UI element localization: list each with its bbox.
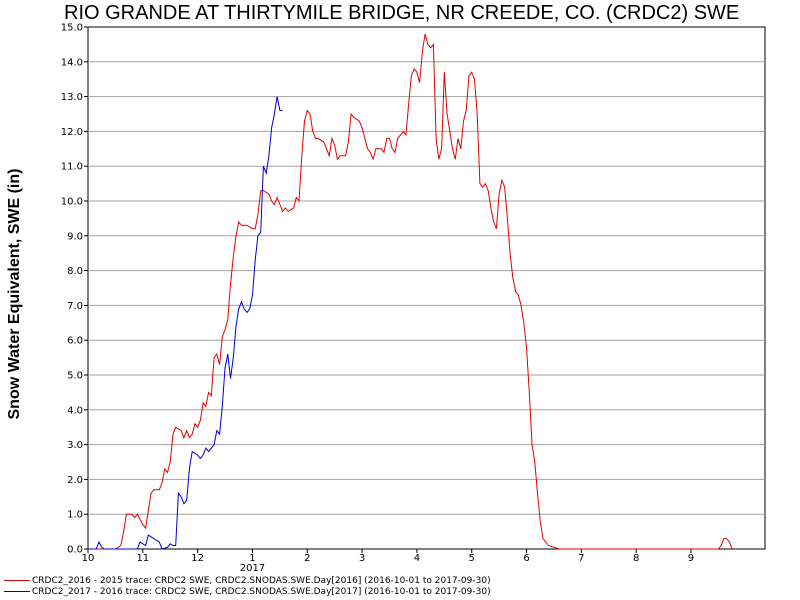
plot-area-frame [87, 26, 766, 550]
legend-label-2: CRDC2_2017 - 2016 trace: CRDC2 SWE, CRDC… [32, 587, 491, 597]
x-tick-label: 9 [688, 553, 694, 564]
x-tick-label: 8 [633, 553, 639, 564]
legend-swatch-red [4, 580, 30, 581]
x-tick-label: 6 [523, 553, 529, 564]
y-tick-label: 8.0 [67, 266, 83, 277]
x-tick-label: 10 [82, 553, 95, 564]
y-tick-label: 5.0 [67, 371, 83, 382]
x-tick-label: 4 [414, 553, 420, 564]
x-year-label: 2017 [240, 563, 265, 574]
x-tick-label: 3 [359, 553, 365, 564]
y-tick-label: 6.0 [67, 336, 83, 347]
legend-swatch-blue [4, 591, 30, 592]
y-tick-label: 3.0 [67, 440, 83, 451]
y-tick-label: 13.0 [61, 92, 83, 103]
x-tick-label: 2 [304, 553, 310, 564]
y-axis-ticks: 0.0 1.0 2.0 3.0 4.0 5.0 6.0 7.0 8.0 9.0 10.0 11.0 12… [61, 23, 88, 556]
y-tick-label: 4.0 [67, 405, 83, 416]
series-line-2 [88, 96, 283, 550]
legend-entry-1: CRDC2_2016 - 2015 trace: CRDC2 SWE, CRDC… [4, 576, 491, 586]
x-tick-label: 1 [249, 553, 255, 564]
chart-title: RIO GRANDE AT THIRTYMILE BRIDGE, NR CREE… [64, 2, 740, 24]
x-tick-label: 12 [191, 553, 204, 564]
x-tick-label: 11 [136, 553, 149, 564]
legend-label-1: CRDC2_2016 - 2015 trace: CRDC2 SWE, CRDC… [32, 576, 491, 586]
y-tick-label: 9.0 [67, 231, 83, 242]
y-tick-label: 1.0 [67, 510, 83, 521]
x-tick-label: 5 [469, 553, 475, 564]
series-line-1 [88, 33, 733, 550]
y-tick-label: 0.0 [67, 545, 83, 556]
y-tick-label: 7.0 [67, 301, 83, 312]
y-tick-label: 10.0 [61, 197, 83, 208]
series-lines [88, 33, 733, 550]
legend-entry-2: CRDC2_2017 - 2016 trace: CRDC2 SWE, CRDC… [4, 587, 491, 597]
x-tick-label: 7 [578, 553, 584, 564]
y-tick-label: 12.0 [61, 127, 83, 138]
gridlines [88, 61, 765, 515]
y-tick-label: 15.0 [61, 23, 83, 34]
y-tick-label: 2.0 [67, 475, 83, 486]
y-tick-label: 11.0 [61, 162, 83, 173]
y-tick-label: 14.0 [61, 57, 83, 68]
